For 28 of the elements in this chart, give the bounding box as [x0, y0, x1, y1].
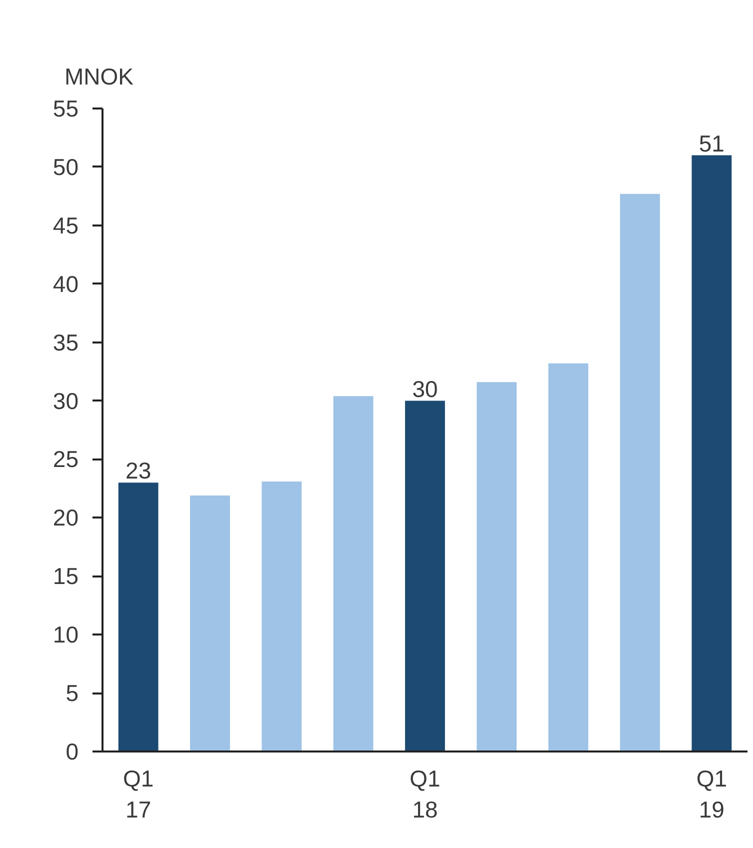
- y-tick-label: 55: [52, 96, 79, 122]
- y-tick-label: 45: [52, 212, 79, 238]
- y-tick-label: 15: [52, 563, 79, 590]
- bar: [190, 495, 230, 752]
- y-tick-label: 5: [66, 680, 79, 706]
- y-tick-label: 10: [52, 622, 79, 648]
- data-label: 51: [698, 130, 724, 156]
- data-label: 23: [126, 458, 152, 484]
- x-tick-label: Q1 17: [122, 766, 154, 823]
- x-tick-label: Q1 19: [696, 766, 728, 823]
- y-tick-label: 20: [52, 504, 79, 531]
- bar: [118, 482, 158, 752]
- y-tick-label: 40: [52, 270, 79, 297]
- bar: [262, 481, 302, 752]
- x-tick-label: Q1 18: [410, 766, 440, 823]
- y-tick-label: 30: [52, 388, 79, 414]
- bar: [548, 363, 588, 752]
- y-tick-label: 50: [52, 154, 79, 180]
- bar: [476, 382, 517, 752]
- data-label: 30: [412, 376, 438, 402]
- y-tick-label: 0: [66, 738, 79, 764]
- bar: [692, 155, 732, 752]
- y-tick-label: 25: [52, 446, 79, 472]
- bar: [405, 400, 445, 752]
- y-tick-label: 35: [52, 329, 79, 356]
- bar: [333, 396, 374, 752]
- bar: [620, 194, 660, 752]
- y-axis-title: MNOK: [64, 64, 134, 90]
